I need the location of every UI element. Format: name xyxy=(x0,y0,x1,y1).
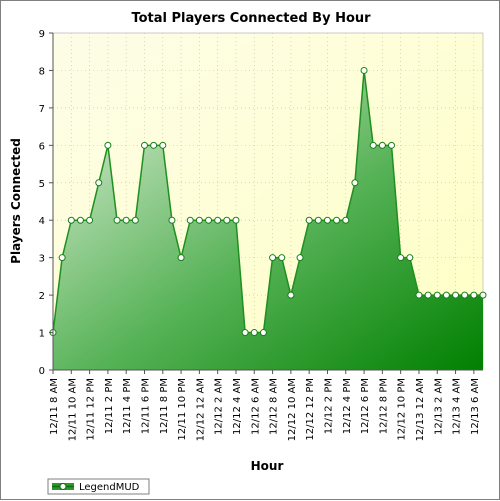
data-point-21 xyxy=(241,329,249,337)
y-tick-label-3: 3 xyxy=(39,254,45,265)
data-point-23 xyxy=(259,329,267,337)
data-point-28 xyxy=(305,216,313,224)
y-tick-label-8: 8 xyxy=(39,66,45,77)
data-point-42 xyxy=(433,291,441,299)
data-point-30 xyxy=(323,216,331,224)
x-tick-label-18: 12/12 8 PM xyxy=(378,378,389,434)
y-tick-label-0: 0 xyxy=(39,366,45,377)
x-tick-label-19: 12/12 10 PM xyxy=(397,378,408,441)
data-point-27 xyxy=(296,254,304,262)
data-point-39 xyxy=(406,254,414,262)
data-point-2 xyxy=(67,216,75,224)
data-point-34 xyxy=(360,66,368,74)
data-point-14 xyxy=(177,254,185,262)
x-tick-label-11: 12/12 6 AM xyxy=(250,378,261,435)
data-point-19 xyxy=(223,216,231,224)
y-tick-label-2: 2 xyxy=(39,291,45,302)
data-point-8 xyxy=(122,216,130,224)
data-point-5 xyxy=(95,179,103,187)
y-tick-label-6: 6 xyxy=(39,141,45,152)
x-tick-label-7: 12/11 10 PM xyxy=(177,378,188,441)
data-point-26 xyxy=(287,291,295,299)
x-tick-label-21: 12/13 2 AM xyxy=(433,378,444,435)
x-tick-label-8: 12/12 12 AM xyxy=(195,378,206,441)
x-tick-label-0: 12/11 8 AM xyxy=(49,378,60,435)
series-points xyxy=(49,66,487,337)
legend-box xyxy=(47,478,150,495)
legend-label-legendmud: LegendMUD xyxy=(79,482,140,493)
data-point-3 xyxy=(76,216,84,224)
x-tick-label-22: 12/13 4 AM xyxy=(452,378,463,435)
data-point-41 xyxy=(424,291,432,299)
x-tick-label-20: 12/13 12 AM xyxy=(415,378,426,441)
data-point-11 xyxy=(150,141,158,149)
data-point-16 xyxy=(195,216,203,224)
data-point-43 xyxy=(442,291,450,299)
x-tick-label-13: 12/12 10 AM xyxy=(287,378,298,441)
legend: LegendMUD xyxy=(47,478,150,495)
y-tick-label-5: 5 xyxy=(39,179,45,190)
data-point-17 xyxy=(205,216,213,224)
data-point-13 xyxy=(168,216,176,224)
data-point-1 xyxy=(58,254,66,262)
data-point-15 xyxy=(186,216,194,224)
y-tick-labels: 0 1 2 3 4 5 6 7 8 9 xyxy=(39,29,53,377)
x-axis-title: Hour xyxy=(251,459,284,473)
x-tick-label-1: 12/11 10 AM xyxy=(67,378,78,441)
data-point-20 xyxy=(232,216,240,224)
y-tick-label-4: 4 xyxy=(39,216,45,227)
x-tick-label-3: 12/11 2 PM xyxy=(104,378,115,434)
x-tick-labels: 12/11 8 AM 12/11 10 AM 12/11 12 PM 12/11 2 … xyxy=(49,370,481,441)
data-point-29 xyxy=(314,216,322,224)
data-point-31 xyxy=(333,216,341,224)
y-tick-label-9: 9 xyxy=(39,29,45,40)
data-point-37 xyxy=(388,141,396,149)
data-point-7 xyxy=(113,216,121,224)
data-point-38 xyxy=(397,254,405,262)
data-point-24 xyxy=(269,254,277,262)
data-point-35 xyxy=(369,141,377,149)
data-point-47 xyxy=(479,291,487,299)
x-tick-label-4: 12/11 4 PM xyxy=(122,378,133,434)
x-tick-label-5: 12/11 6 PM xyxy=(140,378,151,434)
data-point-32 xyxy=(342,216,350,224)
x-tick-label-15: 12/12 2 PM xyxy=(323,378,334,434)
data-point-4 xyxy=(86,216,94,224)
chart-title: Total Players Connected By Hour xyxy=(131,11,371,26)
x-tick-label-17: 12/12 6 PM xyxy=(360,378,371,434)
data-point-40 xyxy=(415,291,423,299)
data-point-25 xyxy=(278,254,286,262)
data-point-6 xyxy=(104,141,112,149)
data-point-18 xyxy=(214,216,222,224)
data-point-22 xyxy=(250,329,258,337)
data-point-45 xyxy=(461,291,469,299)
data-point-36 xyxy=(378,141,386,149)
data-point-44 xyxy=(452,291,460,299)
x-tick-label-6: 12/11 8 PM xyxy=(159,378,170,434)
data-point-9 xyxy=(131,216,139,224)
x-tick-label-10: 12/12 4 AM xyxy=(232,378,243,435)
data-point-12 xyxy=(159,141,167,149)
legend-marker xyxy=(59,483,67,490)
data-point-10 xyxy=(140,141,148,149)
y-axis-title: Players Connected xyxy=(9,138,23,264)
x-tick-label-12: 12/12 8 AM xyxy=(269,378,280,435)
x-tick-label-23: 12/13 6 AM xyxy=(470,378,481,435)
data-point-33 xyxy=(351,179,359,187)
x-tick-label-16: 12/12 4 PM xyxy=(342,378,353,434)
x-tick-label-14: 12/12 12 PM xyxy=(305,378,316,441)
x-tick-label-2: 12/11 12 PM xyxy=(86,378,97,441)
y-tick-label-1: 1 xyxy=(39,329,45,340)
x-tick-label-9: 12/12 2 AM xyxy=(214,378,225,435)
data-point-46 xyxy=(470,291,478,299)
y-tick-label-7: 7 xyxy=(39,104,45,115)
